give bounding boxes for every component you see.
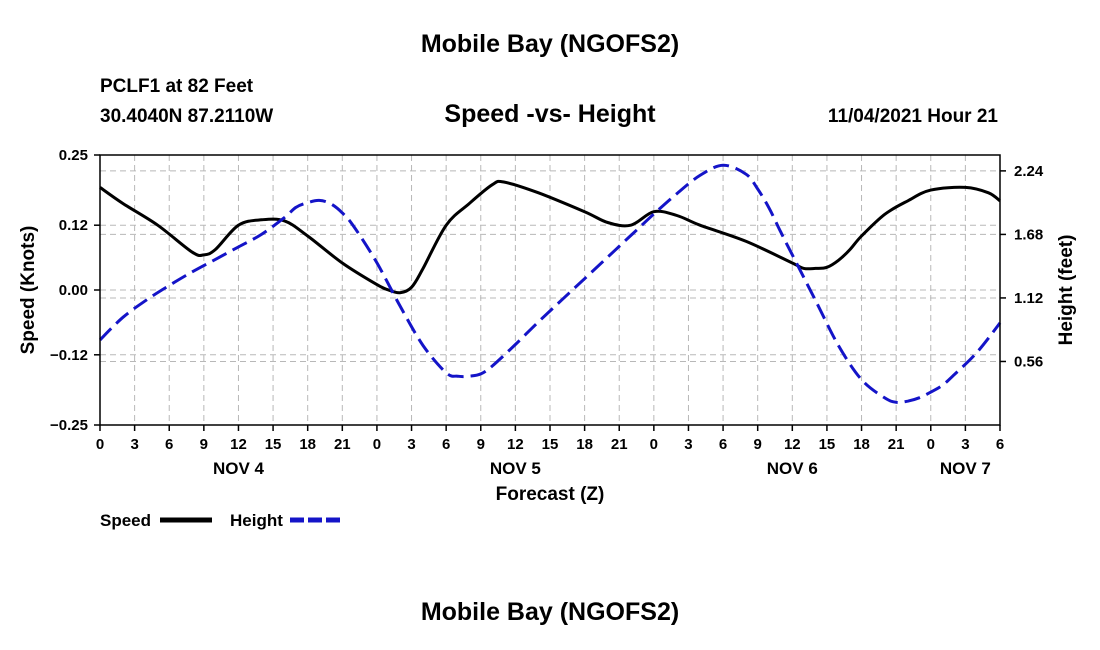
chart-title: Mobile Bay (NGOFS2) xyxy=(420,30,680,58)
y-left-tick-label: 0.12 xyxy=(59,217,88,234)
series-line-height xyxy=(98,163,1002,404)
x-tick-label: 3 xyxy=(684,436,692,453)
x-tick-label: 12 xyxy=(507,436,524,453)
x-axis-label: Forecast (Z) xyxy=(496,484,605,505)
x-tick-label: 15 xyxy=(819,436,836,453)
legend-label-height: Height xyxy=(230,511,283,530)
x-tick-label: 15 xyxy=(265,436,282,453)
legend: Speed Height xyxy=(100,511,342,530)
chart-subtitle: Speed -vs- Height xyxy=(444,100,656,128)
x-tick-label: 3 xyxy=(130,436,138,453)
x-tick-label: 15 xyxy=(542,436,559,453)
x-tick-label: 12 xyxy=(784,436,801,453)
x-tick-label: 6 xyxy=(165,436,173,453)
x-tick-label: 0 xyxy=(650,436,658,453)
y-axis-label-left: Speed (Knots) xyxy=(18,226,39,355)
y-right-tick-label: 0.56 xyxy=(1014,353,1043,370)
y-axis-label-right: Height (feet) xyxy=(1056,235,1077,346)
y-left-tick-label: −0.25 xyxy=(50,417,88,434)
date-label: NOV 4 xyxy=(213,459,265,478)
x-tick-label: 0 xyxy=(927,436,935,453)
y-left-tick-label: 0.00 xyxy=(59,282,88,299)
footer-title: Mobile Bay (NGOFS2) xyxy=(420,598,680,626)
station-label: PCLF1 at 82 Feet xyxy=(100,76,254,97)
series-line-speed xyxy=(99,179,1001,295)
y-right-tick-label: 2.24 xyxy=(1014,163,1044,180)
axes: 0 3 6 9 12 15 18 21 0 3 6 9 12 15 18 21 0 3 6 9 12 15 18 21 0 3 6N… xyxy=(50,147,1044,478)
station-coordinates: 30.4040N 87.2110W xyxy=(100,106,274,127)
x-tick-label: 6 xyxy=(996,436,1004,453)
forecast-datetime: 11/04/2021 Hour 21 xyxy=(827,106,998,127)
x-tick-label: 12 xyxy=(230,436,247,453)
x-tick-label: 0 xyxy=(373,436,381,453)
x-tick-label: 18 xyxy=(576,436,593,453)
x-tick-label: 3 xyxy=(961,436,969,453)
x-tick-label: 18 xyxy=(853,436,870,453)
date-label: NOV 7 xyxy=(940,459,991,478)
date-label: NOV 6 xyxy=(767,459,818,478)
x-tick-label: 0 xyxy=(96,436,104,453)
x-tick-label: 21 xyxy=(888,436,905,453)
x-tick-label: 18 xyxy=(299,436,316,453)
legend-label-speed: Speed xyxy=(100,511,151,530)
x-tick-label: 9 xyxy=(477,436,485,453)
x-tick-label: 6 xyxy=(719,436,727,453)
x-tick-label: 9 xyxy=(754,436,762,453)
date-label: NOV 5 xyxy=(490,459,541,478)
x-tick-label: 21 xyxy=(611,436,628,453)
x-tick-label: 9 xyxy=(200,436,208,453)
y-right-tick-label: 1.12 xyxy=(1014,290,1043,307)
x-tick-label: 3 xyxy=(407,436,415,453)
series-layer xyxy=(98,163,1002,404)
y-left-tick-label: 0.25 xyxy=(59,147,88,164)
x-tick-label: 6 xyxy=(442,436,450,453)
y-left-tick-label: −0.12 xyxy=(50,347,88,364)
y-right-tick-label: 1.68 xyxy=(1014,226,1043,243)
x-tick-label: 21 xyxy=(334,436,351,453)
